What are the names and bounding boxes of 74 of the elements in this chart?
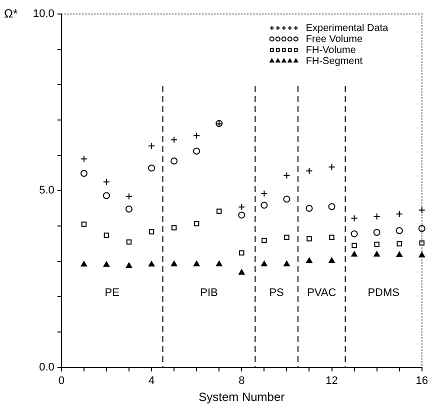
point <box>374 251 380 257</box>
point <box>148 229 154 234</box>
point <box>80 261 88 267</box>
point <box>216 208 222 214</box>
point <box>103 261 110 267</box>
point <box>260 202 268 209</box>
legend-label: Free Volume <box>306 34 364 45</box>
point <box>148 261 155 267</box>
point <box>396 241 402 246</box>
point <box>216 260 222 266</box>
y-tick-label: 5.0 <box>39 184 54 197</box>
point <box>261 260 268 266</box>
annotation: PS <box>269 287 284 300</box>
y-axis-title: Ω* <box>4 6 18 20</box>
point <box>126 262 132 268</box>
point <box>102 178 110 186</box>
point <box>351 251 358 257</box>
point <box>306 236 312 242</box>
point <box>329 234 334 240</box>
point <box>284 260 290 266</box>
point <box>262 238 267 244</box>
point <box>284 234 290 240</box>
point <box>104 232 110 238</box>
point <box>193 148 200 155</box>
x-tick-label: 0 <box>58 375 64 388</box>
point <box>81 222 87 227</box>
point <box>193 132 200 140</box>
point <box>80 155 88 162</box>
point <box>396 227 403 234</box>
x-tick-label: 16 <box>416 375 428 388</box>
point <box>306 258 312 264</box>
point <box>170 136 178 144</box>
point <box>170 260 178 266</box>
annotation: PVAC <box>307 287 336 300</box>
point <box>126 239 132 245</box>
point <box>238 212 246 219</box>
x-tick-label: 8 <box>238 375 245 388</box>
point <box>102 192 110 200</box>
point <box>283 196 290 203</box>
point <box>396 252 402 258</box>
point <box>239 250 244 256</box>
point <box>306 204 313 212</box>
annotation: PE <box>104 287 120 300</box>
point <box>352 242 357 248</box>
point <box>418 225 426 232</box>
point <box>306 167 313 174</box>
point <box>418 206 426 214</box>
point <box>148 142 156 150</box>
point <box>193 260 200 266</box>
point <box>419 240 425 246</box>
legend-label: FH-Segment <box>306 56 363 67</box>
point <box>148 164 156 172</box>
point <box>328 258 335 264</box>
x-axis-title: System Number <box>198 390 285 404</box>
point <box>374 242 380 248</box>
point <box>80 170 88 177</box>
point <box>171 225 177 230</box>
x-tick-label: 12 <box>326 375 338 388</box>
legend-label: FH-Volume <box>306 44 356 56</box>
point <box>238 269 245 275</box>
x-tick-label: 4 <box>148 375 155 388</box>
annotation: PIB <box>200 287 218 300</box>
point <box>170 158 178 165</box>
y-tick-label: 0.0 <box>39 361 54 374</box>
point <box>350 230 358 238</box>
point <box>373 228 380 236</box>
y-tick-label: 10.0 <box>32 8 54 20</box>
point <box>194 220 200 226</box>
point <box>418 252 425 258</box>
point <box>350 214 358 222</box>
legend-label: Experimental Data <box>306 22 389 34</box>
point <box>328 203 336 210</box>
point <box>126 206 132 213</box>
annotation: PDMS <box>368 287 400 300</box>
